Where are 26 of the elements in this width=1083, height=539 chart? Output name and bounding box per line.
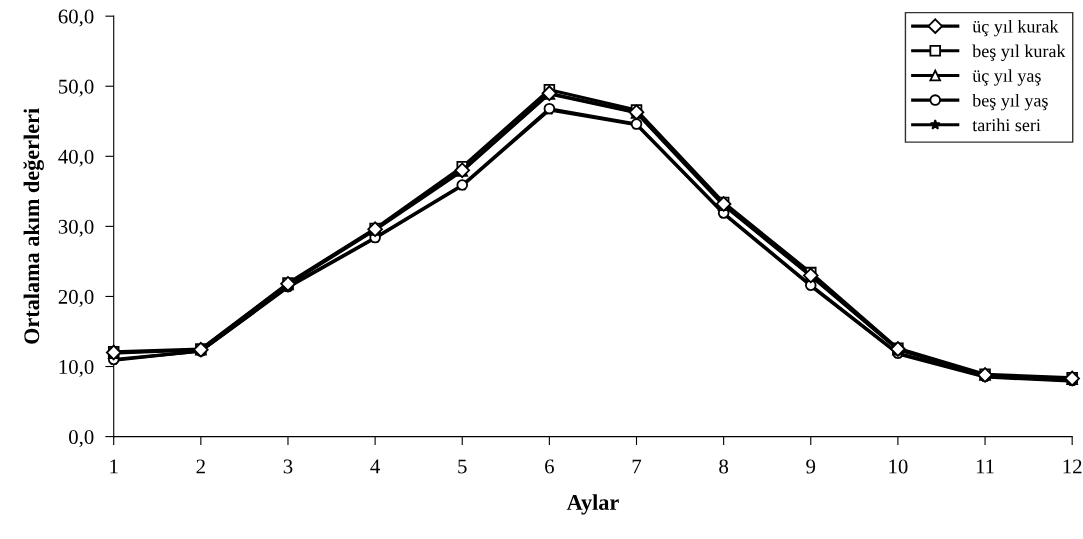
legend-label: beş yıl yaş <box>972 93 1048 111</box>
x-tick-label: 4 <box>370 459 380 474</box>
x-tick-label: 7 <box>632 459 642 474</box>
y-tick-label: 10,0 <box>59 359 94 377</box>
x-tick-label: 10 <box>889 459 908 474</box>
x-tick-label: 9 <box>806 459 816 474</box>
legend-label: üç yıl kurak <box>972 19 1059 37</box>
legend-label: üç yıl yaş <box>972 69 1041 86</box>
y-tick-label: 50,0 <box>59 79 94 97</box>
x-tick-label: 3 <box>283 459 293 474</box>
legend-label: beş yıl kurak <box>972 44 1066 61</box>
y-tick-label: 0,0 <box>69 429 94 448</box>
y-tick-label: 30,0 <box>58 219 94 237</box>
x-tick-label: 2 <box>196 459 205 474</box>
x-axis-title: Aylar <box>566 494 619 515</box>
x-tick-label: 5 <box>458 459 467 474</box>
y-tick-label: 40,0 <box>58 149 94 167</box>
y-tick-label: 20,0 <box>58 289 94 307</box>
x-tick-label: 12 <box>1063 459 1082 474</box>
x-tick-label: 8 <box>719 459 729 474</box>
x-tick-label: 11 <box>976 459 994 474</box>
x-tick-label: 6 <box>545 459 554 474</box>
y-axis-title: Ortalama akım değerleri <box>23 108 44 344</box>
y-tick-label: 60,0 <box>58 9 94 27</box>
x-tick-label: 1 <box>110 459 118 474</box>
legend-label: tarihi seri <box>972 118 1041 132</box>
